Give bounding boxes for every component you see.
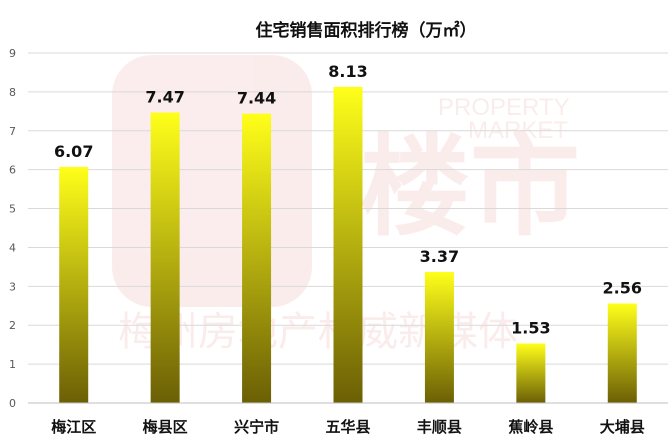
bar bbox=[516, 343, 546, 403]
y-tick-label: 0 bbox=[9, 397, 16, 410]
y-tick-label: 1 bbox=[9, 358, 16, 371]
category-label: 大埔县 bbox=[600, 418, 645, 436]
y-tick-label: 8 bbox=[9, 86, 16, 99]
bar bbox=[424, 271, 454, 403]
y-tick-label: 3 bbox=[9, 280, 16, 293]
bar bbox=[242, 113, 272, 404]
y-tick-label: 5 bbox=[9, 203, 16, 216]
watermark-brand-en-1: PROPERTY bbox=[438, 94, 570, 121]
bar bbox=[150, 112, 180, 403]
data-label: 8.13 bbox=[328, 62, 367, 81]
data-label: 7.44 bbox=[237, 89, 276, 108]
category-label: 蕉岭县 bbox=[508, 418, 553, 436]
data-label: 2.56 bbox=[603, 278, 642, 297]
data-label: 3.37 bbox=[420, 247, 459, 266]
category-label: 梅县区 bbox=[143, 418, 188, 436]
data-label: 6.07 bbox=[54, 142, 93, 161]
category-label: 丰顺县 bbox=[417, 418, 462, 436]
watermark-logo-box bbox=[112, 55, 312, 307]
data-labels: 6.07 7.47 7.44 8.13 3.37 1.53 2.56 bbox=[54, 62, 642, 338]
bars bbox=[59, 86, 637, 404]
category-label: 兴宁市 bbox=[234, 418, 279, 436]
y-tick-label: 9 bbox=[9, 47, 16, 60]
data-label: 7.47 bbox=[145, 88, 184, 107]
category-label: 五华县 bbox=[325, 418, 370, 436]
y-tick-label: 7 bbox=[9, 125, 16, 138]
y-tick-label: 4 bbox=[9, 241, 16, 254]
y-tick-label: 6 bbox=[9, 164, 16, 177]
category-label: 梅江区 bbox=[51, 418, 96, 436]
data-label: 1.53 bbox=[511, 319, 550, 338]
watermark-brand-cn: 楼市 bbox=[360, 123, 580, 251]
y-axis-ticks: 0 1 2 3 4 5 6 7 8 9 bbox=[9, 47, 16, 410]
bar bbox=[607, 303, 637, 403]
bar bbox=[333, 86, 363, 403]
bar bbox=[59, 166, 89, 403]
x-axis-categories: 梅江区 梅县区 兴宁市 五华县 丰顺县 蕉岭县 大埔县 bbox=[51, 418, 645, 436]
chart-title: 住宅销售面积排行榜（万㎡） bbox=[256, 20, 477, 41]
y-tick-label: 2 bbox=[9, 319, 16, 332]
